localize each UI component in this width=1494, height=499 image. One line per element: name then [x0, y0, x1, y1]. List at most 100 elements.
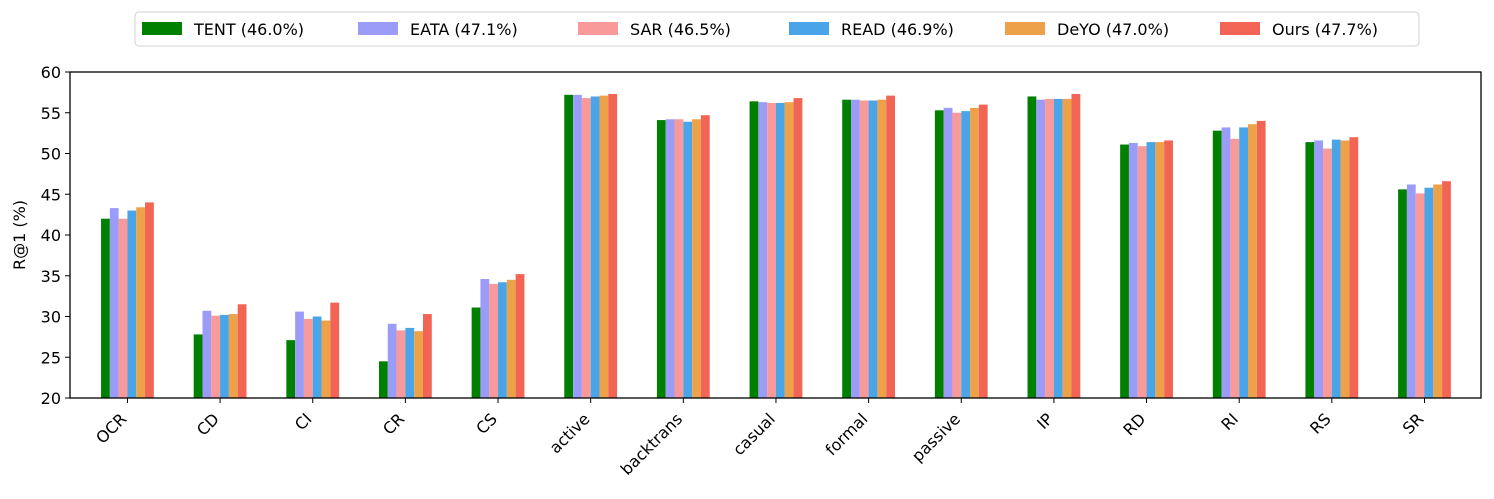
bar — [784, 102, 794, 398]
bar — [378, 361, 388, 398]
bar — [1137, 146, 1147, 398]
legend-label: READ (46.9%) — [841, 20, 954, 39]
bar — [1071, 94, 1081, 398]
x-tick-label: CD — [193, 409, 223, 439]
bar — [1442, 181, 1451, 398]
bar — [978, 104, 988, 398]
bar — [851, 99, 860, 399]
bar — [952, 112, 962, 398]
legend-label: EATA (47.1%) — [410, 20, 518, 39]
bar — [202, 310, 212, 398]
bar — [228, 314, 238, 398]
bar — [1314, 140, 1324, 398]
legend-swatch — [358, 22, 398, 35]
bar — [1323, 148, 1332, 398]
y-tick-label: 60 — [41, 63, 61, 82]
x-axis: OCR CD CI CR CS active backtrans casual formal pa… — [92, 398, 1427, 479]
bar — [295, 311, 304, 398]
bar — [220, 314, 229, 398]
x-tick-label: SR — [1399, 409, 1427, 437]
bar — [1062, 98, 1072, 399]
y-axis-title: R@1 (%) — [10, 200, 29, 270]
bar — [1433, 184, 1443, 398]
x-tick-label: CI — [291, 409, 316, 434]
bar — [1128, 142, 1138, 398]
legend-frame — [134, 11, 1420, 47]
bar — [1221, 127, 1231, 399]
bar — [767, 102, 776, 398]
bar — [237, 304, 247, 398]
bar — [312, 316, 322, 398]
bar — [396, 330, 406, 398]
bar — [970, 107, 979, 399]
x-tick-label: CS — [472, 409, 501, 438]
y-tick-label: 35 — [41, 267, 61, 286]
bar — [101, 218, 110, 398]
bar — [961, 111, 971, 399]
bar — [599, 95, 609, 398]
bar — [498, 282, 507, 398]
bar — [683, 121, 693, 398]
x-tick-label: backtrans — [617, 409, 686, 478]
bar — [793, 98, 803, 398]
y-tick-label: 25 — [41, 348, 61, 367]
bar — [211, 315, 221, 398]
x-tick-label: passive — [908, 409, 964, 465]
y-tick-label: 50 — [41, 145, 61, 164]
bar — [330, 302, 340, 398]
bar — [1406, 184, 1416, 398]
bar — [700, 115, 710, 398]
bar — [145, 202, 154, 398]
bar — [1247, 124, 1257, 398]
legend-swatch — [1005, 22, 1045, 35]
bar — [674, 119, 684, 399]
legend-swatch — [1220, 22, 1260, 35]
bar — [1415, 193, 1425, 398]
legend-label: Ours (47.7%) — [1272, 20, 1378, 39]
plot-frame — [69, 71, 1482, 399]
bar — [303, 318, 313, 398]
x-tick-label: IP — [1033, 409, 1057, 433]
bar — [877, 99, 887, 399]
bar — [943, 107, 953, 399]
bar — [405, 327, 415, 398]
bar — [886, 95, 896, 398]
bar — [515, 274, 525, 398]
bar — [414, 331, 423, 398]
bar — [1398, 189, 1407, 398]
bar — [387, 323, 397, 398]
legend-swatch — [578, 22, 618, 35]
y-axis: 20 25 30 35 40 45 50 55 60 — [41, 63, 70, 408]
x-tick-label: RI — [1217, 409, 1242, 434]
x-tick-label: RS — [1306, 409, 1334, 437]
bar — [581, 98, 591, 398]
bar — [692, 119, 701, 399]
bar — [321, 320, 331, 398]
y-tick-label: 30 — [41, 308, 61, 327]
bar — [193, 334, 203, 398]
legend-label: DeYO (47.0%) — [1057, 20, 1169, 39]
bar — [1340, 140, 1350, 398]
y-tick-label: 40 — [41, 226, 61, 245]
x-tick-label: active — [546, 409, 594, 457]
bar — [1045, 98, 1054, 399]
y-tick-label: 20 — [41, 389, 61, 408]
bar — [1349, 137, 1359, 398]
bar — [934, 110, 944, 399]
legend-swatch — [789, 22, 829, 35]
bar — [1036, 99, 1046, 399]
x-tick-label: RD — [1119, 409, 1149, 439]
legend-label: TENT (46.0%) — [193, 20, 304, 39]
bars — [101, 94, 1451, 399]
bar — [489, 283, 499, 398]
bar — [1424, 187, 1434, 398]
bar — [590, 96, 600, 398]
bar — [422, 314, 432, 398]
bar — [842, 99, 852, 399]
bar — [1230, 138, 1240, 398]
bar — [1212, 130, 1222, 398]
bar — [286, 340, 296, 398]
bar — [1305, 142, 1315, 398]
bar — [749, 101, 759, 398]
